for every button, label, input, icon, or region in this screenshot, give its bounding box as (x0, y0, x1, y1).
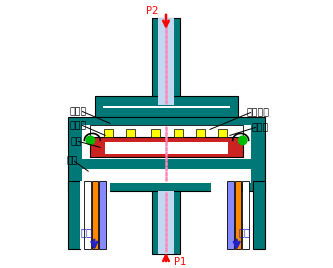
Bar (82, 125, 251, 183)
Bar (242, 181, 249, 249)
Bar (80, 181, 110, 249)
Bar (90, 137, 243, 157)
Bar (253, 181, 265, 249)
Bar (235, 181, 241, 249)
Text: 电流: 电流 (80, 227, 92, 237)
Bar (211, 181, 241, 249)
Bar (104, 129, 113, 137)
Text: 高压腔: 高压腔 (69, 121, 86, 130)
Bar (99, 181, 106, 249)
Bar (196, 129, 205, 137)
Text: 引线: 引线 (67, 157, 78, 166)
Text: 硅杯: 硅杯 (71, 137, 82, 146)
Bar (218, 129, 227, 137)
Text: P2: P2 (146, 6, 158, 16)
Bar (126, 129, 135, 137)
Text: 电流: 电流 (239, 227, 251, 237)
Bar (95, 96, 238, 117)
Bar (152, 191, 180, 254)
Bar (92, 181, 98, 249)
Bar (158, 18, 174, 105)
Bar (152, 18, 180, 105)
Bar (68, 181, 80, 249)
Bar (84, 181, 91, 249)
Bar (105, 142, 228, 154)
Bar (103, 106, 230, 107)
Bar (158, 191, 174, 254)
Text: 硅膜片: 硅膜片 (252, 123, 269, 132)
Text: 扩散电阻: 扩散电阻 (247, 108, 270, 117)
Text: 低压腔: 低压腔 (69, 107, 86, 116)
Bar (82, 159, 251, 169)
Circle shape (85, 135, 95, 145)
Bar (90, 125, 243, 137)
Bar (174, 129, 183, 137)
Bar (151, 129, 160, 137)
Bar (227, 181, 234, 249)
Circle shape (238, 135, 248, 145)
Text: P1: P1 (174, 257, 186, 267)
Bar (68, 117, 265, 191)
